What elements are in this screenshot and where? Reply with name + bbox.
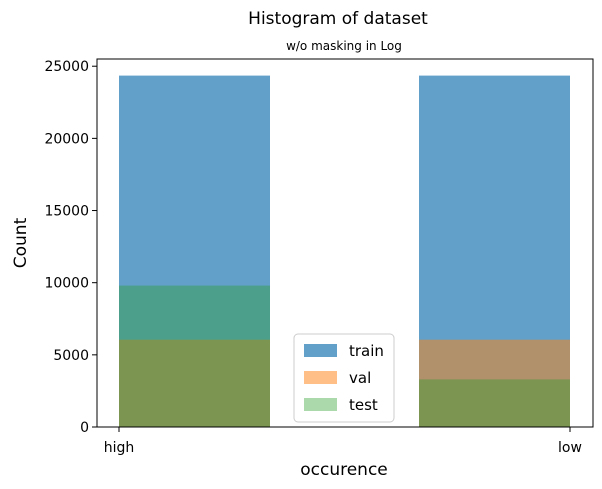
bar-val-low bbox=[419, 339, 570, 427]
y-tick-label: 25000 bbox=[44, 59, 89, 75]
legend-label-train: train bbox=[349, 342, 384, 360]
y-tick-label: 0 bbox=[80, 420, 89, 436]
bars-layer bbox=[119, 75, 570, 428]
y-tick-label: 20000 bbox=[44, 131, 89, 147]
legend-label-val: val bbox=[349, 369, 371, 387]
plot-frame bbox=[96, 58, 594, 428]
bar-test-high bbox=[119, 285, 270, 427]
legend-swatch-train bbox=[304, 344, 337, 357]
bar-test-low bbox=[419, 379, 570, 427]
y-tick-label: 5000 bbox=[53, 348, 89, 364]
x-ticks: high low bbox=[104, 427, 582, 456]
legend: train val test bbox=[293, 333, 395, 423]
y-axis-label: Count bbox=[11, 217, 31, 268]
x-tick-label: high bbox=[104, 440, 135, 456]
y-ticks: 0 5000 10000 15000 20000 25000 bbox=[44, 59, 97, 436]
y-tick-label: 15000 bbox=[44, 204, 89, 220]
chart-title: Histogram of dataset bbox=[248, 9, 428, 29]
y-tick-label: 10000 bbox=[44, 276, 89, 292]
legend-label-test: test bbox=[349, 396, 378, 414]
x-tick-label: low bbox=[558, 440, 582, 456]
legend-swatch-test bbox=[304, 398, 337, 411]
legend-swatch-val bbox=[304, 371, 337, 384]
bar-val-high bbox=[119, 339, 270, 427]
chart-subtitle: w/o masking in Log bbox=[286, 39, 402, 53]
x-axis-label: occurence bbox=[300, 460, 388, 480]
